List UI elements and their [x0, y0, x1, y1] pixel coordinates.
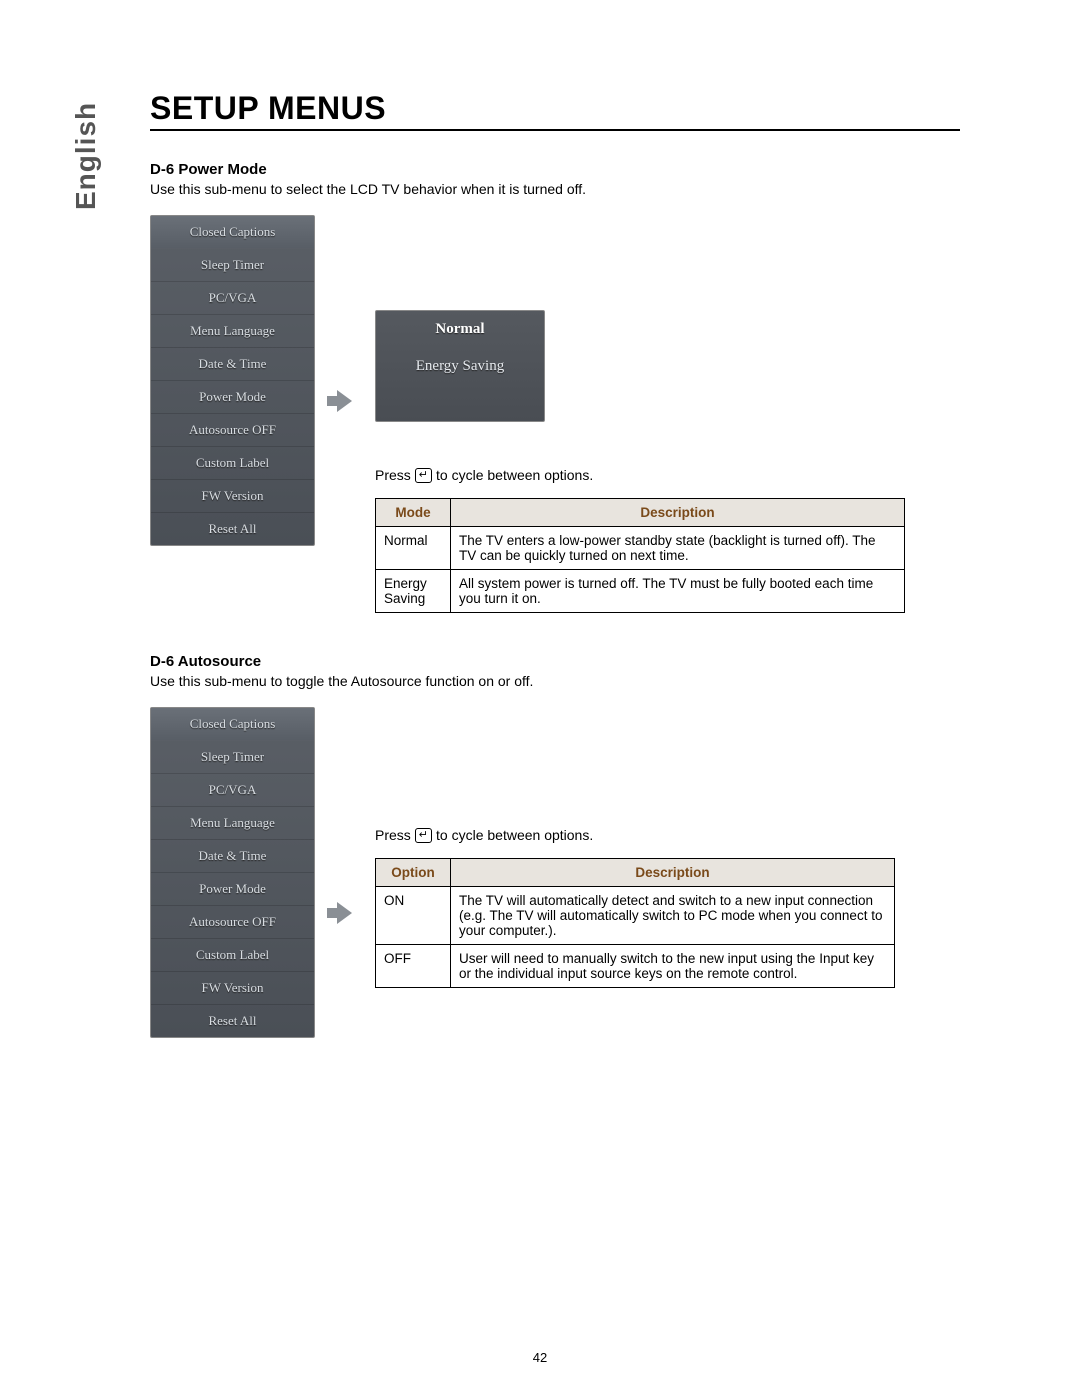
menu-item: Sleep Timer	[151, 249, 314, 282]
menu-item: Closed Captions	[151, 708, 314, 741]
section-description: Use this sub-menu to toggle the Autosour…	[150, 673, 980, 689]
osd-options-box: Normal Energy Saving	[375, 310, 545, 422]
menu-item: Power Mode	[151, 873, 314, 906]
press-instruction: Press ↵ to cycle between options.	[375, 827, 980, 843]
menu-item: Date & Time	[151, 348, 314, 381]
section-heading: D-6 Power Mode	[150, 161, 980, 178]
press-before: Press	[375, 827, 411, 843]
option-description-table: Option Description ON The TV will automa…	[375, 858, 895, 988]
menu-item: Menu Language	[151, 807, 314, 840]
menu-item: FW Version	[151, 480, 314, 513]
section-power-mode: D-6 Power Mode Use this sub-menu to sele…	[150, 161, 980, 613]
menu-item: FW Version	[151, 972, 314, 1005]
menu-item: Closed Captions	[151, 216, 314, 249]
table-row: OFF User will need to manually switch to…	[376, 945, 895, 988]
table-header: Mode	[376, 499, 451, 527]
table-cell-label: OFF	[376, 945, 451, 988]
menu-item: Custom Label	[151, 447, 314, 480]
section-heading: D-6 Autosource	[150, 653, 980, 670]
press-after: to cycle between options.	[436, 827, 593, 843]
press-after: to cycle between options.	[436, 467, 593, 483]
table-cell-label: ON	[376, 887, 451, 945]
table-row: ON The TV will automatically detect and …	[376, 887, 895, 945]
menu-item: Reset All	[151, 513, 314, 545]
menu-item: Reset All	[151, 1005, 314, 1037]
menu-item: Autosource OFF	[151, 414, 314, 447]
page-number: 42	[0, 1350, 1080, 1365]
arrow-right-icon	[327, 902, 353, 924]
menu-item: Power Mode	[151, 381, 314, 414]
osd-menu-list: Closed Captions Sleep Timer PC/VGA Menu …	[150, 215, 315, 546]
menu-item: Menu Language	[151, 315, 314, 348]
table-header: Description	[451, 499, 905, 527]
press-before: Press	[375, 467, 411, 483]
option-item: Normal	[376, 311, 544, 348]
press-instruction: Press ↵ to cycle between options.	[375, 467, 980, 483]
table-row: Normal The TV enters a low-power standby…	[376, 527, 905, 570]
table-cell-label: Energy Saving	[376, 570, 451, 613]
osd-menu-list: Closed Captions Sleep Timer PC/VGA Menu …	[150, 707, 315, 1038]
table-header: Option	[376, 859, 451, 887]
menu-item: PC/VGA	[151, 282, 314, 315]
section-description: Use this sub-menu to select the LCD TV b…	[150, 181, 980, 197]
enter-icon: ↵	[415, 828, 432, 843]
table-row: Energy Saving All system power is turned…	[376, 570, 905, 613]
menu-item: Sleep Timer	[151, 741, 314, 774]
option-item: Energy Saving	[376, 348, 544, 385]
enter-icon: ↵	[415, 468, 432, 483]
table-header: Description	[451, 859, 895, 887]
table-cell-desc: The TV enters a low-power standby state …	[451, 527, 905, 570]
menu-item: PC/VGA	[151, 774, 314, 807]
language-tab: English	[70, 102, 102, 210]
table-cell-label: Normal	[376, 527, 451, 570]
arrow-right-icon	[327, 390, 353, 412]
section-autosource: D-6 Autosource Use this sub-menu to togg…	[150, 653, 980, 1038]
page-title: SETUP MENUS	[150, 90, 960, 131]
menu-item: Date & Time	[151, 840, 314, 873]
option-blank	[376, 385, 544, 421]
table-cell-desc: All system power is turned off. The TV m…	[451, 570, 905, 613]
mode-description-table: Mode Description Normal The TV enters a …	[375, 498, 905, 613]
table-cell-desc: User will need to manually switch to the…	[451, 945, 895, 988]
table-cell-desc: The TV will automatically detect and swi…	[451, 887, 895, 945]
menu-item: Autosource OFF	[151, 906, 314, 939]
menu-item: Custom Label	[151, 939, 314, 972]
